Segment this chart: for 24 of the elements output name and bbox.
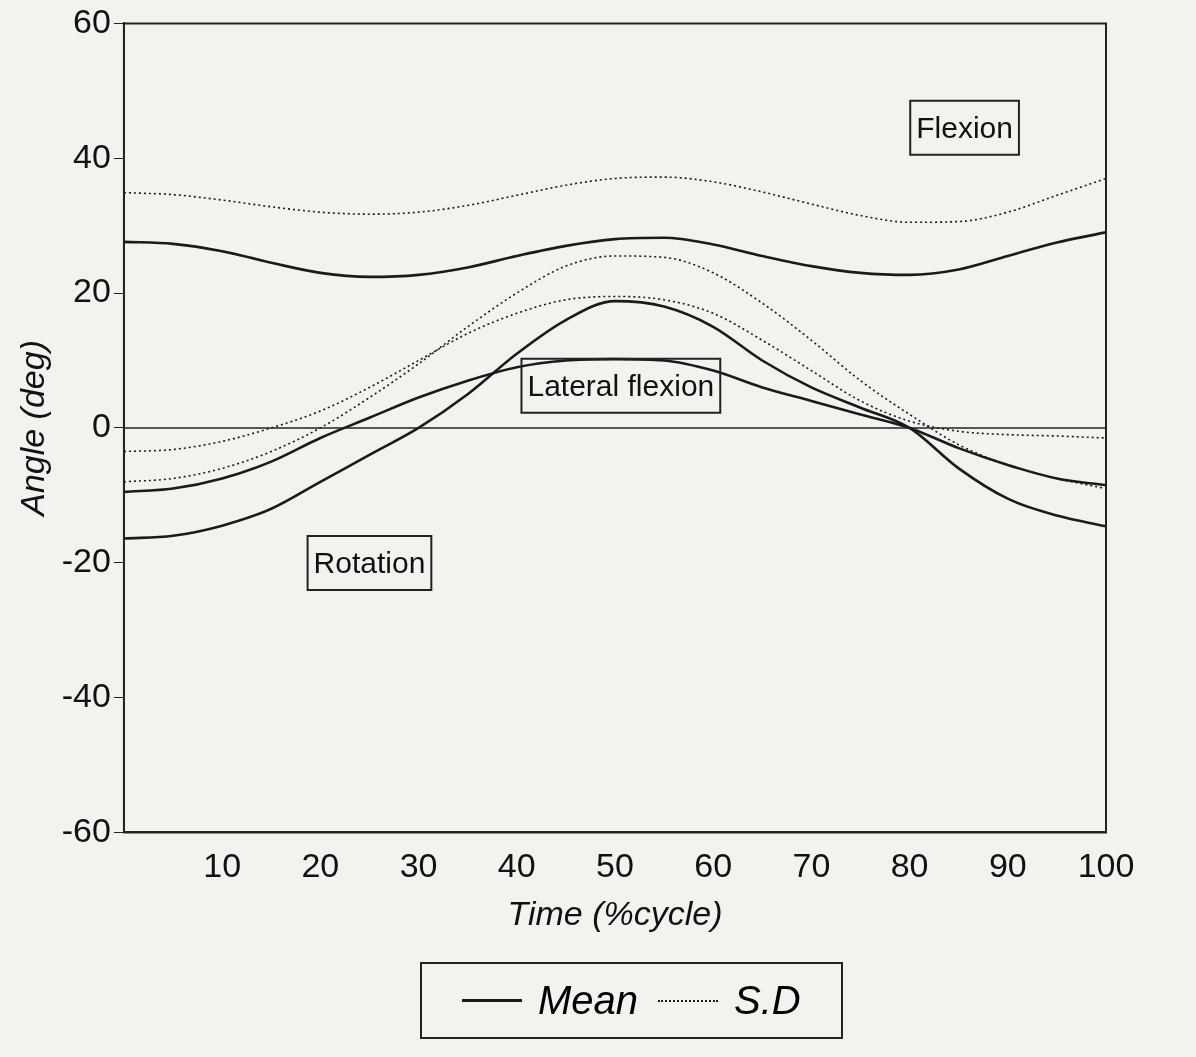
x-tick-label: 30 (399, 846, 438, 885)
x-axis-title: Time (%cycle) (507, 894, 723, 933)
y-tick-label: -60 (61, 810, 111, 849)
y-tick-label: 0 (92, 406, 111, 445)
y-tick-label: 20 (73, 271, 111, 310)
x-tick-label: 50 (596, 846, 634, 885)
legend-label: S.D (734, 978, 801, 1023)
x-tick-label: 80 (890, 846, 929, 885)
y-tick-label: -40 (61, 675, 111, 714)
x-tick-label: 40 (497, 846, 536, 885)
x-tick-label: 20 (301, 846, 340, 885)
annotation: Flexion (916, 111, 1013, 145)
y-tick-label: 40 (73, 136, 111, 175)
annotation: Rotation (313, 546, 426, 580)
x-tick-label: 10 (203, 846, 242, 885)
x-tick-label: 100 (1077, 846, 1135, 885)
x-tick-label: 90 (988, 846, 1027, 885)
y-tick-label: -20 (61, 541, 111, 580)
annotation: Lateral flexion (527, 369, 715, 403)
x-tick-label: 60 (694, 846, 733, 885)
y-axis-title: Angle (deg) (12, 340, 51, 518)
legend-label: Mean (538, 978, 639, 1023)
x-tick-label: 70 (792, 846, 831, 885)
y-tick-label: 60 (73, 1, 111, 40)
